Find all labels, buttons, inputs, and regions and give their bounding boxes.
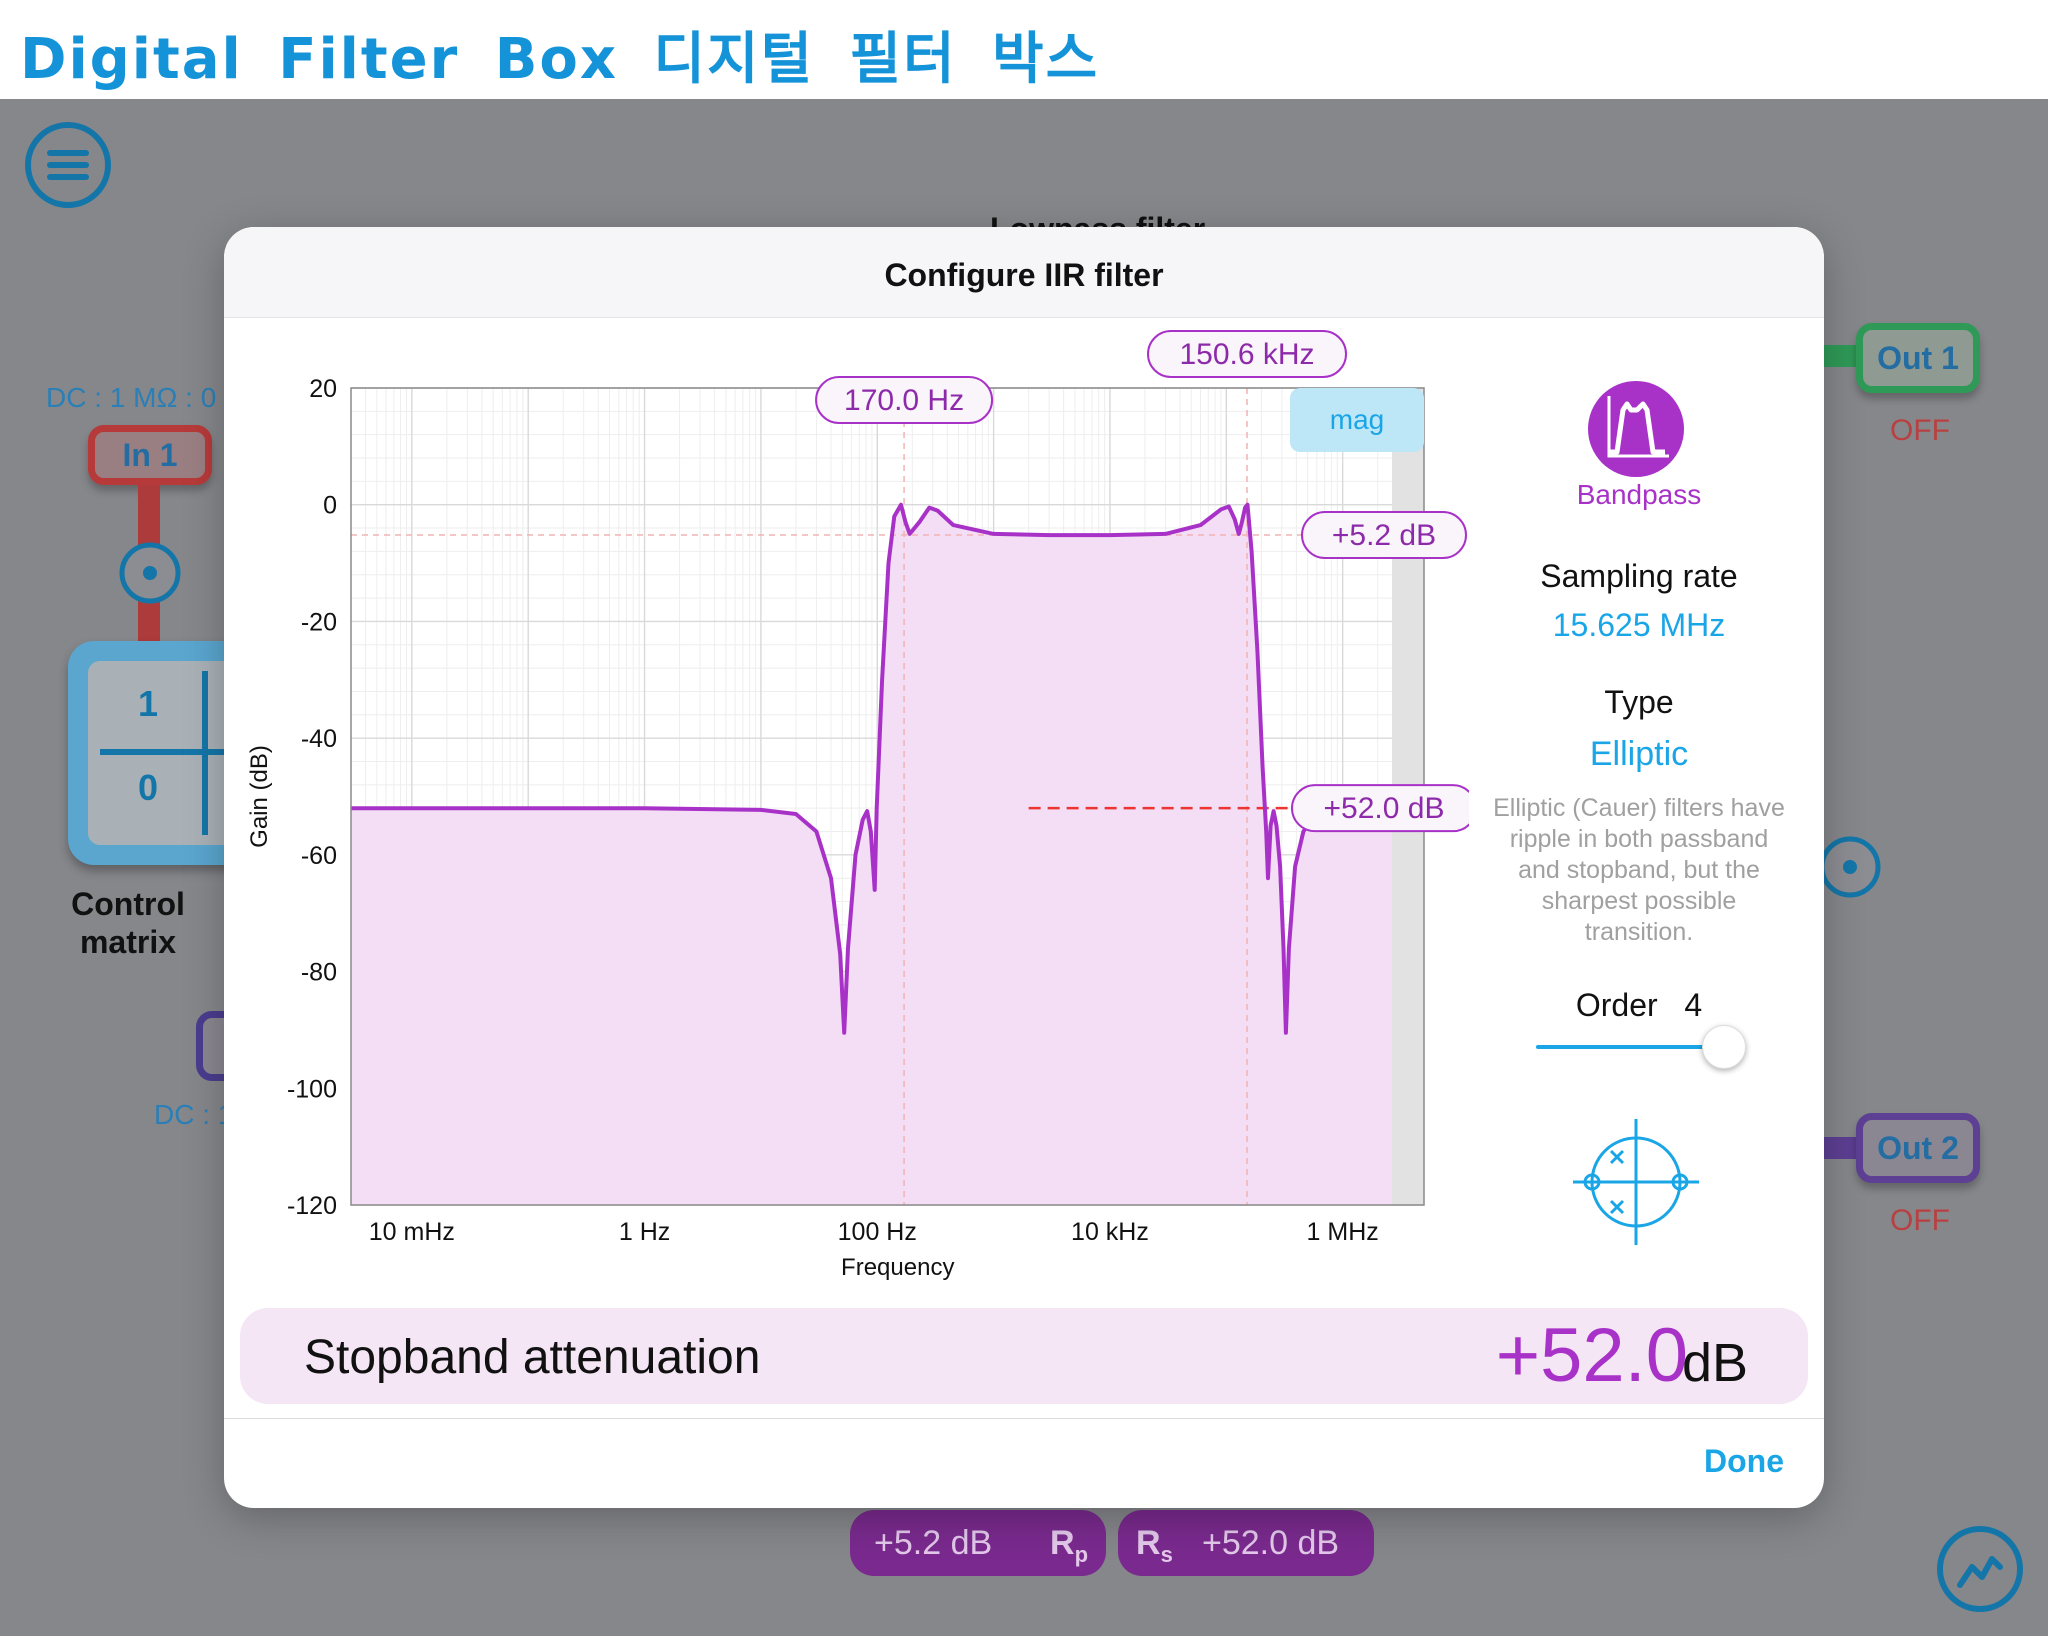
ripple-marker: +5.2 dB	[1301, 511, 1467, 560]
rs-value: +52.0 dB	[1202, 1524, 1340, 1562]
type-label: Type	[1604, 684, 1674, 720]
out1-status: OFF	[1890, 414, 1950, 447]
type-value[interactable]: Elliptic	[1589, 735, 1689, 773]
done-button[interactable]: Done	[1704, 1443, 1784, 1479]
app-title: Digital Filter Box 디지털 필터 박스	[20, 27, 1100, 92]
bandpass-icon[interactable]	[1587, 380, 1685, 478]
graph-icon[interactable]	[1934, 1523, 2026, 1615]
order-label: Order	[1575, 987, 1658, 1023]
y-axis-label: Gain (dB)	[246, 745, 273, 848]
stopband-attenuation-bar[interactable]: Stopband attenuation +52.0 dB	[240, 1308, 1808, 1404]
y-tick-label: -80	[301, 959, 337, 987]
y-tick-label: -120	[287, 1192, 337, 1220]
footer-divider	[224, 1418, 1824, 1419]
sampling-rate-label: Sampling rate	[1540, 558, 1738, 594]
y-tick-label: 20	[309, 375, 337, 403]
out2-status: OFF	[1890, 1204, 1950, 1237]
output-connector-icon[interactable]	[1816, 833, 1884, 901]
control-matrix-label: Control matrix	[71, 886, 185, 960]
configure-iir-dialog: Configure IIR filter 20 0 -20 -40 -60 -80 -100…	[224, 227, 1824, 1508]
high-cutoff-marker-text: 150.6 kHz	[1179, 338, 1314, 371]
stopband-label: Stopband attenuation	[304, 1331, 761, 1384]
x-axis-label: Frequency	[841, 1254, 954, 1281]
mag-mode-button: mag	[1290, 388, 1424, 452]
y-tick-label: -100	[287, 1075, 337, 1103]
high-cutoff-marker: 150.6 kHz	[1147, 330, 1348, 378]
marker-labels: 170.0 Hz 150.6 kHz +5.2 dB +52.0 dB	[815, 330, 1469, 833]
input2-coupling-label: DC : 1	[154, 1099, 234, 1130]
frequency-response-chart[interactable]: 20 0 -20 -40 -60 -80 -100 -120 10 mHz 1 Hz 100 Hz…	[224, 318, 1469, 1298]
x-axis-ticks: 10 mHz 1 Hz 100 Hz 10 kHz 1 MHz	[369, 1218, 1379, 1246]
response-curve	[351, 502, 1424, 1035]
out2-wire	[1822, 1137, 1862, 1159]
y-tick-label: -20	[301, 608, 337, 636]
stopband-marker-text: +52.0 dB	[1324, 792, 1445, 825]
order-slider[interactable]	[1536, 1017, 1746, 1077]
matrix-top-value: 1	[138, 683, 159, 724]
matrix-bottom-value: 0	[138, 767, 159, 808]
rp-value: +5.2 dB	[874, 1524, 993, 1562]
x-tick-label: 1 Hz	[619, 1218, 670, 1246]
y-tick-label: -40	[301, 725, 337, 753]
svg-text:mag: mag	[1330, 404, 1384, 435]
x-tick-label: 1 MHz	[1307, 1218, 1379, 1246]
dialog-header: Configure IIR filter	[224, 227, 1824, 318]
order-slider-track	[1536, 1045, 1716, 1049]
rp-symbol: Rp	[1050, 1524, 1089, 1567]
menu-icon[interactable]	[22, 119, 114, 211]
order-slider-thumb[interactable]	[1702, 1025, 1746, 1069]
order-row: Order 4	[1469, 987, 1809, 1024]
out2-chip[interactable]: Out 2	[1856, 1113, 1980, 1183]
input1-connector-icon[interactable]	[116, 539, 184, 607]
y-tick-label: -60	[301, 842, 337, 870]
ripple-marker-text: +5.2 dB	[1332, 519, 1436, 552]
order-value: 4	[1684, 987, 1703, 1023]
input1-chip[interactable]: In 1	[88, 425, 212, 485]
x-tick-label: 10 kHz	[1071, 1218, 1149, 1246]
input1-coupling-label: DC : 1 MΩ : 0	[46, 382, 217, 413]
type-description: Elliptic (Cauer) filters have ripple in …	[1493, 794, 1785, 946]
stopband-marker: +52.0 dB	[1291, 784, 1469, 833]
low-cutoff-marker: 170.0 Hz	[815, 376, 994, 424]
rp-pill[interactable]: +5.2 dB Rp	[850, 1510, 1106, 1576]
rs-pill[interactable]: Rs +52.0 dB	[1118, 1510, 1374, 1576]
sampling-rate-value[interactable]: 15.625 MHz	[1552, 607, 1726, 643]
low-cutoff-marker-text: 170.0 Hz	[844, 384, 964, 417]
stopband-unit: dB	[1681, 1333, 1748, 1393]
y-axis-ticks: 20 0 -20 -40 -60 -80 -100 -120	[287, 375, 337, 1220]
x-tick-label: 10 mHz	[369, 1218, 455, 1246]
dialog-title: Configure IIR filter	[884, 257, 1164, 293]
out1-wire	[1822, 345, 1862, 367]
rs-symbol: Rs	[1136, 1524, 1173, 1567]
y-tick-label: 0	[323, 492, 337, 520]
response-fill-area	[351, 504, 1424, 1205]
out1-chip[interactable]: Out 1	[1856, 323, 1980, 393]
x-tick-label: 100 Hz	[838, 1218, 917, 1246]
filter-band-label[interactable]: Bandpass	[1576, 479, 1702, 510]
stopband-value: +52.0	[1495, 1313, 1688, 1398]
pole-zero-plot-icon[interactable]	[1571, 1117, 1701, 1247]
